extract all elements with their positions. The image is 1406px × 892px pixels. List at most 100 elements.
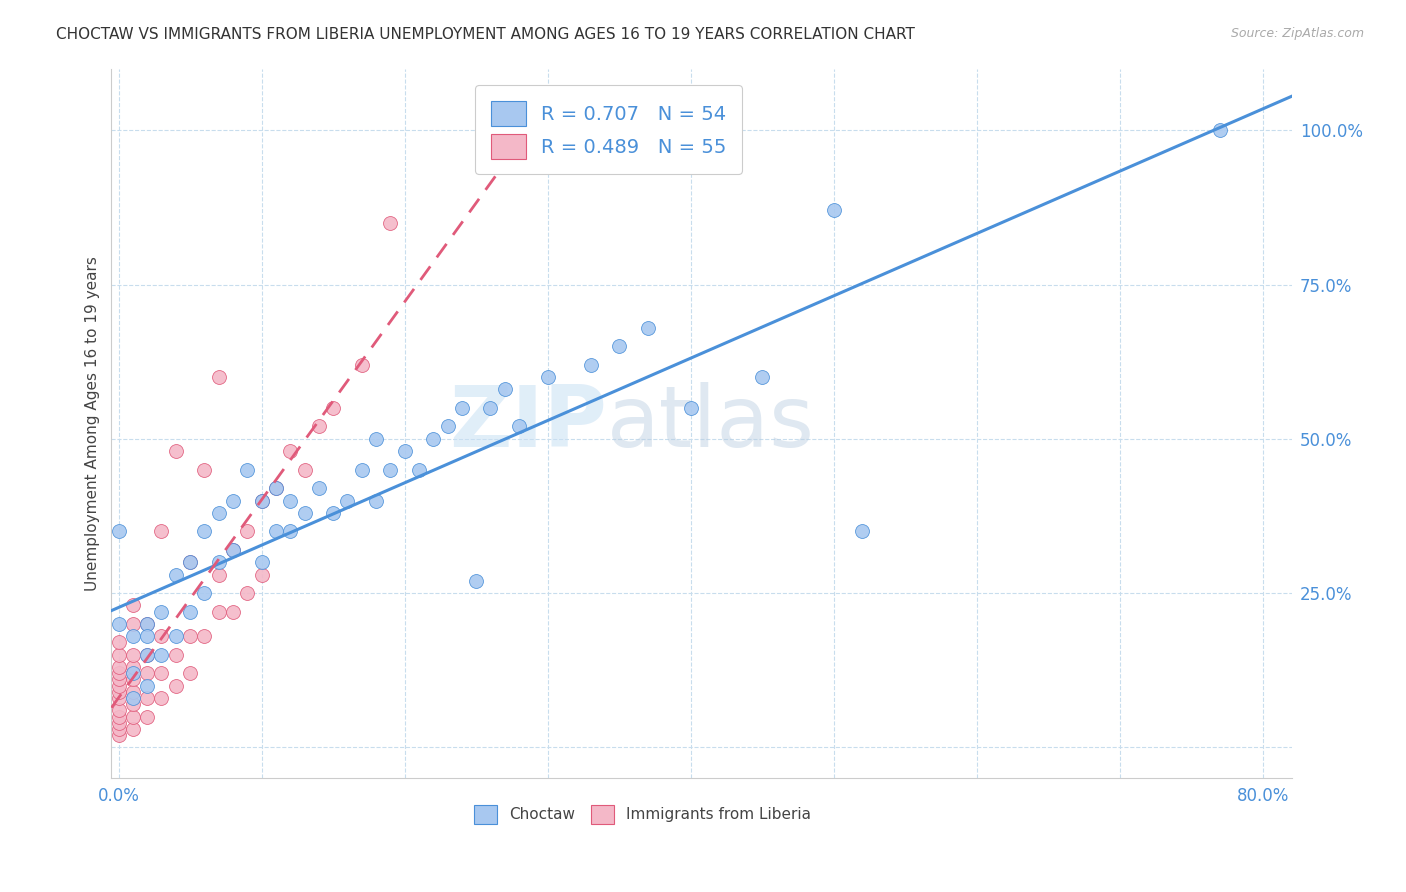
Point — [851, 524, 873, 539]
Point — [494, 383, 516, 397]
Point — [350, 463, 373, 477]
Point — [107, 703, 129, 717]
Point — [107, 715, 129, 730]
Point — [122, 685, 145, 699]
Point — [165, 567, 187, 582]
Point — [122, 660, 145, 674]
Point — [250, 555, 273, 569]
Point — [107, 685, 129, 699]
Point — [107, 616, 129, 631]
Point — [308, 419, 330, 434]
Point — [1209, 123, 1232, 137]
Point — [236, 463, 259, 477]
Point — [436, 419, 458, 434]
Point — [136, 648, 159, 662]
Point — [122, 709, 145, 723]
Point — [364, 432, 387, 446]
Point — [208, 605, 231, 619]
Point — [179, 666, 201, 681]
Point — [179, 555, 201, 569]
Text: CHOCTAW VS IMMIGRANTS FROM LIBERIA UNEMPLOYMENT AMONG AGES 16 TO 19 YEARS CORREL: CHOCTAW VS IMMIGRANTS FROM LIBERIA UNEMP… — [56, 27, 915, 42]
Point — [308, 481, 330, 495]
Point — [751, 370, 773, 384]
Point — [193, 524, 215, 539]
Point — [122, 648, 145, 662]
Point — [122, 666, 145, 681]
Point — [294, 506, 316, 520]
Point — [264, 481, 287, 495]
Point — [150, 524, 173, 539]
Point — [107, 679, 129, 693]
Text: ZIP: ZIP — [450, 382, 607, 465]
Point — [107, 722, 129, 736]
Point — [122, 599, 145, 613]
Point — [107, 660, 129, 674]
Point — [193, 586, 215, 600]
Point — [150, 648, 173, 662]
Point — [208, 555, 231, 569]
Point — [136, 629, 159, 643]
Point — [679, 401, 702, 415]
Point — [122, 722, 145, 736]
Point — [107, 666, 129, 681]
Point — [136, 679, 159, 693]
Point — [380, 463, 402, 477]
Point — [350, 358, 373, 372]
Point — [508, 419, 530, 434]
Point — [208, 506, 231, 520]
Point — [122, 673, 145, 687]
Point — [136, 648, 159, 662]
Point — [465, 574, 488, 588]
Point — [107, 709, 129, 723]
Point — [193, 463, 215, 477]
Point — [150, 691, 173, 706]
Point — [208, 370, 231, 384]
Point — [607, 339, 630, 353]
Point — [222, 605, 245, 619]
Point — [150, 666, 173, 681]
Point — [336, 493, 359, 508]
Point — [179, 629, 201, 643]
Point — [537, 370, 560, 384]
Point — [107, 673, 129, 687]
Point — [322, 506, 344, 520]
Text: Source: ZipAtlas.com: Source: ZipAtlas.com — [1230, 27, 1364, 40]
Point — [107, 691, 129, 706]
Point — [278, 524, 301, 539]
Point — [107, 524, 129, 539]
Point — [136, 691, 159, 706]
Point — [278, 444, 301, 458]
Point — [579, 358, 602, 372]
Point — [380, 216, 402, 230]
Legend: Choctaw, Immigrants from Liberia: Choctaw, Immigrants from Liberia — [464, 795, 821, 834]
Point — [107, 728, 129, 742]
Point — [250, 567, 273, 582]
Point — [294, 463, 316, 477]
Point — [193, 629, 215, 643]
Point — [394, 444, 416, 458]
Point — [179, 555, 201, 569]
Point — [236, 586, 259, 600]
Point — [122, 697, 145, 711]
Point — [222, 542, 245, 557]
Point — [165, 648, 187, 662]
Point — [107, 648, 129, 662]
Point — [165, 679, 187, 693]
Point — [422, 432, 444, 446]
Point — [122, 691, 145, 706]
Point — [250, 493, 273, 508]
Point — [222, 542, 245, 557]
Point — [637, 320, 659, 334]
Text: atlas: atlas — [607, 382, 815, 465]
Point — [479, 401, 502, 415]
Point — [122, 629, 145, 643]
Point — [150, 605, 173, 619]
Point — [136, 616, 159, 631]
Point — [208, 567, 231, 582]
Point — [364, 493, 387, 508]
Point — [107, 635, 129, 649]
Point — [408, 463, 430, 477]
Point — [179, 605, 201, 619]
Point — [451, 401, 474, 415]
Point — [322, 401, 344, 415]
